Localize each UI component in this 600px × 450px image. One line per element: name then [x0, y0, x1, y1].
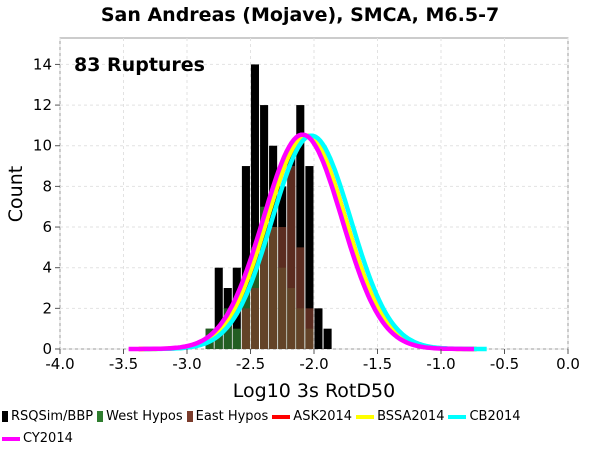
y-tick-label: 2 — [42, 299, 52, 317]
legend: RSQSim/BBP West Hypos East Hypos ASK2014 BSS… — [2, 406, 598, 450]
east-hypos-bar — [269, 227, 278, 349]
x-tick-label: -4.0 — [45, 355, 74, 373]
rsqsim-bbp-bar — [314, 308, 323, 349]
legend-item: CB2014 — [448, 406, 521, 428]
x-tick-label: -2.0 — [299, 355, 328, 373]
x-tick-label: -3.5 — [109, 355, 138, 373]
legend-label: CB2014 — [469, 409, 521, 424]
legend-swatch — [272, 414, 291, 419]
x-tick-label: -3.0 — [172, 355, 201, 373]
legend-item: East Hypos — [186, 406, 269, 428]
x-tick-label: 0.0 — [556, 355, 580, 373]
east-hypos-bar — [250, 288, 259, 349]
gmpe-curves — [128, 132, 487, 352]
y-tick-label: 12 — [33, 96, 52, 114]
x-tick-label: -1.5 — [363, 355, 392, 373]
ruptures-annotation: 83 Ruptures — [74, 54, 205, 76]
rsqsim-bbp-bar — [296, 105, 305, 349]
legend-label: ASK2014 — [293, 409, 353, 424]
legend-label: East Hypos — [195, 409, 269, 424]
legend-swatch — [2, 411, 8, 422]
legend-swatch — [186, 411, 193, 422]
y-tick-label: 0 — [42, 340, 52, 358]
y-tick-label: 14 — [33, 55, 52, 73]
legend-item: CY2014 — [2, 428, 73, 450]
x-tick-label: -0.5 — [490, 355, 519, 373]
legend-swatch — [356, 414, 375, 419]
chart-title: San Andreas (Mojave), SMCA, M6.5-7 — [101, 4, 499, 26]
y-tick-label: 10 — [33, 137, 52, 155]
east-hypos-bar — [305, 308, 314, 349]
legend-item: West Hypos — [97, 406, 183, 428]
east-hypos-bar — [296, 247, 305, 349]
legend-label: CY2014 — [23, 431, 73, 446]
east-hypos-bar — [260, 247, 269, 349]
y-tick-label: 8 — [42, 177, 52, 195]
y-axis-label: Count — [5, 166, 27, 222]
legend-swatch — [2, 436, 20, 441]
cy2014-curve — [128, 132, 474, 352]
east-hypos-bar — [241, 308, 250, 349]
west-hypos-bar — [214, 328, 223, 349]
y-tick-label: 4 — [42, 259, 52, 277]
legend-item: RSQSim/BBP — [2, 406, 93, 428]
legend-swatch — [448, 414, 467, 419]
legend-label: West Hypos — [106, 409, 183, 424]
y-tick-label: 6 — [42, 218, 52, 236]
rsqsim-bbp-bar — [305, 166, 314, 349]
legend-label: RSQSim/BBP — [11, 409, 94, 424]
legend-label: BSSA2014 — [377, 409, 445, 424]
east-hypos-bar — [287, 166, 296, 349]
rsqsim-bbp-bar — [250, 64, 259, 349]
rsqsim-bbp-bar — [241, 166, 250, 349]
legend-item: ASK2014 — [272, 406, 352, 428]
east-hypos-bar — [278, 227, 287, 349]
rsqsim-bbp-bar — [323, 328, 332, 349]
x-tick-label: -1.0 — [426, 355, 455, 373]
west-hypos-bar — [232, 328, 241, 349]
axes: -4.0 -3.5 -3.0 -2.5 -2.0 -1.5 -1.0 -0.5 0.0 0 2 4 6 8… — [33, 55, 580, 373]
legend-swatch — [97, 411, 104, 422]
legend-item: BSSA2014 — [356, 406, 444, 428]
rsqsim-bbp-bar — [214, 267, 223, 349]
x-tick-label: -2.5 — [236, 355, 265, 373]
x-axis-label: Log10 3s RotD50 — [233, 380, 395, 402]
